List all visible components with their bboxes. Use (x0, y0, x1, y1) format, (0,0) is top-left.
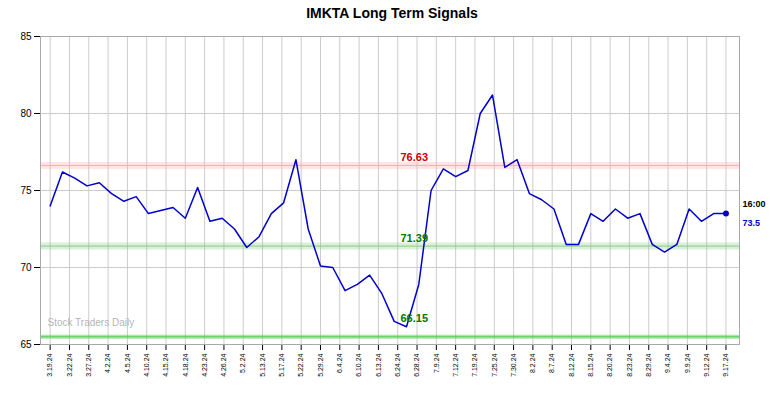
svg-text:7.25.24: 7.25.24 (491, 353, 498, 376)
svg-text:8.7.24: 8.7.24 (548, 353, 555, 373)
svg-text:7.9.24: 7.9.24 (433, 353, 440, 373)
svg-text:65: 65 (20, 339, 32, 350)
svg-text:85: 85 (20, 31, 32, 42)
svg-text:9.17.24: 9.17.24 (722, 353, 729, 376)
svg-text:80: 80 (20, 108, 32, 119)
svg-text:6.13.24: 6.13.24 (375, 353, 382, 376)
svg-text:9.12.24: 9.12.24 (703, 353, 710, 376)
svg-text:8.29.24: 8.29.24 (645, 353, 652, 376)
svg-text:9.9.24: 9.9.24 (684, 353, 691, 373)
svg-text:8.2.24: 8.2.24 (529, 353, 536, 373)
svg-text:6.10.24: 6.10.24 (355, 353, 362, 376)
svg-text:9.4.24: 9.4.24 (664, 353, 671, 373)
svg-text:7.12.24: 7.12.24 (452, 353, 459, 376)
svg-text:4.23.24: 4.23.24 (201, 353, 208, 376)
svg-text:3.22.24: 3.22.24 (66, 353, 73, 376)
svg-text:4.5.24: 4.5.24 (124, 353, 131, 373)
svg-text:3.27.24: 3.27.24 (85, 353, 92, 376)
svg-text:8.15.24: 8.15.24 (587, 353, 594, 376)
svg-text:Stock Traders Daily: Stock Traders Daily (47, 317, 134, 328)
svg-text:6.4.24: 6.4.24 (336, 353, 343, 373)
svg-text:75: 75 (20, 185, 32, 196)
svg-text:5.29.24: 5.29.24 (317, 353, 324, 376)
svg-text:3.19.24: 3.19.24 (46, 353, 53, 376)
svg-text:8.12.24: 8.12.24 (568, 353, 575, 376)
svg-text:70: 70 (20, 262, 32, 273)
svg-text:6.28.24: 6.28.24 (413, 353, 420, 376)
svg-text:76.63: 76.63 (400, 151, 428, 163)
svg-text:66.15: 66.15 (400, 312, 428, 324)
svg-text:8.20.24: 8.20.24 (606, 353, 613, 376)
svg-text:5.2.24: 5.2.24 (239, 353, 246, 373)
svg-text:8.23.24: 8.23.24 (626, 353, 633, 376)
svg-text:5.17.24: 5.17.24 (278, 353, 285, 376)
svg-text:7.30.24: 7.30.24 (510, 353, 517, 376)
svg-text:4.26.24: 4.26.24 (220, 353, 227, 376)
svg-text:7.19.24: 7.19.24 (471, 353, 478, 376)
svg-text:5.13.24: 5.13.24 (259, 353, 266, 376)
svg-text:6.24.24: 6.24.24 (394, 353, 401, 376)
html-text:IMKTA Long Term Signals: IMKTA Long Term Signals (306, 5, 478, 21)
svg-text:4.2.24: 4.2.24 (104, 353, 111, 373)
svg-text:71.39: 71.39 (400, 232, 428, 244)
svg-text:4.18.24: 4.18.24 (182, 353, 189, 376)
svg-text:16:00: 16:00 (743, 199, 766, 209)
svg-text:73.5: 73.5 (743, 218, 761, 228)
svg-text:4.15.24: 4.15.24 (162, 353, 169, 376)
svg-text:4.10.24: 4.10.24 (143, 353, 150, 376)
svg-text:5.22.24: 5.22.24 (297, 353, 304, 376)
